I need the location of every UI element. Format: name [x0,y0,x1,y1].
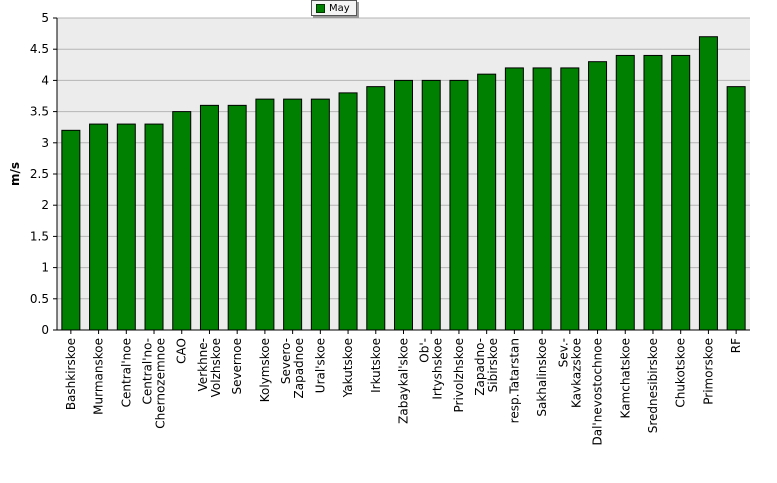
x-tick-label: Central'no- Chernozemnoe [141,338,168,429]
x-tick-label: Irkutskoe [369,338,383,393]
x-tick-label: Privolzhskoe [452,338,466,412]
bar [61,129,81,331]
x-tick-label: Chukotskoe [674,338,688,408]
bar [394,79,413,331]
y-tick-label: 2.5 [30,167,49,181]
y-tick-label: 1.5 [30,229,49,243]
x-tick-label-line: Srednesibirskoe [646,338,660,433]
x-tick-label-line: Irkutskoe [369,338,383,393]
y-tick-label: 4.5 [30,42,49,56]
x-tick-label-line: Kavkazskoe [569,338,583,408]
x-tick-label-line: Zabaykal'skoe [397,338,411,424]
bar [172,111,192,331]
bar [560,67,580,331]
bar [449,79,469,331]
y-tick-label: 5 [41,11,49,25]
x-tick-label-line: Severo- [279,338,293,384]
x-tick-label: Severo- Zapadnoe [279,338,306,399]
x-tick-label-line: Chernozemnoe [154,338,168,429]
bar [144,123,164,331]
x-tick-label-line: Central'noe [119,338,133,407]
x-tick-label: Sev.- Kavkazskoe [556,338,583,408]
bar [338,92,358,331]
x-tick-label-line: Primorskoe [701,338,715,405]
x-tick-label: Zapadno- Sibirskoe [473,338,500,396]
bar [421,79,441,331]
x-tick-label: Yakutskoe [341,338,355,398]
bar [698,36,718,331]
bar [643,54,663,331]
x-tick-label: CAO [175,338,189,364]
legend-swatch [316,3,325,13]
x-tick-label-line: Privolzhskoe [452,338,466,412]
x-tick-label: Severnoe [230,338,244,395]
x-tick-label-line: Verkhne- [196,338,210,391]
x-tick-label: Sakhalinskoe [535,338,549,417]
x-tick-label: Kamchatskoe [618,338,632,418]
x-tick-label-line: Sakhalinskoe [535,338,549,417]
x-tick-label: Dal'nevostochnoe [591,338,605,446]
x-tick-label-line: Dal'nevostochnoe [591,338,605,446]
x-tick-label: resp.Tatarstan [507,338,521,423]
legend: May [311,0,357,16]
bar [504,67,524,331]
x-tick-label-line: resp.Tatarstan [507,338,521,423]
x-tick-label: Bashkirskoe [64,338,78,410]
bar [588,61,608,331]
bar [199,104,219,331]
bar [477,73,497,331]
bar [532,67,552,331]
x-tick-label: Zabaykal'skoe [397,338,411,424]
bar [255,98,275,331]
bar [310,98,330,331]
x-tick-label-line: RF [729,338,743,353]
bar [366,86,386,331]
x-tick-label-line: Severnoe [230,338,244,395]
y-tick-label: 1 [41,261,49,275]
x-tick-label-line: Bashkirskoe [64,338,78,410]
y-tick-label: 4 [41,73,49,87]
x-tick-label-line: Central'no- [141,338,155,405]
x-tick-label-line: Volzhskoe [209,338,223,397]
x-tick-label: Verkhne- Volzhskoe [196,338,223,397]
bar [615,54,635,331]
x-tick-label-line: Ural'skoe [313,338,327,393]
bar [671,54,691,331]
bar [116,123,136,331]
y-axis-title: m/s [8,162,22,186]
bar [283,98,303,331]
bar [227,104,247,331]
y-tick-label: 2 [41,198,49,212]
x-tick-label: Srednesibirskoe [646,338,660,433]
x-tick-label-line: CAO [175,338,189,364]
x-tick-label: Primorskoe [701,338,715,405]
bar [89,123,109,331]
y-tick-label: 0.5 [30,292,49,306]
x-tick-label-line: Irtyshskoe [431,338,445,400]
x-tick-label-line: Sibirskoe [486,338,500,392]
x-tick-label: Kolymskoe [258,338,272,402]
y-tick-label: 0 [41,323,49,337]
x-tick-label-line: Kolymskoe [258,338,272,402]
x-tick-label: Ural'skoe [313,338,327,393]
y-tick-label: 3 [41,136,49,150]
bar [726,86,746,331]
x-tick-label: Ob'- Irtyshskoe [418,338,445,400]
x-tick-label-line: Ob'- [418,338,432,363]
x-tick-label-line: Sev.- [556,338,570,367]
x-tick-label-line: Kamchatskoe [618,338,632,418]
x-tick-label: RF [729,338,743,353]
x-tick-label-line: Murmanskoe [92,338,106,415]
x-tick-label-line: Yakutskoe [341,338,355,398]
x-tick-label: Murmanskoe [92,338,106,415]
x-tick-label-line: Zapadno- [473,338,487,396]
legend-label: May [329,2,350,14]
x-tick-label: Central'noe [119,338,133,407]
x-tick-label-line: Zapadnoe [292,338,306,399]
y-tick-label: 3.5 [30,105,49,119]
x-tick-label-line: Chukotskoe [674,338,688,408]
